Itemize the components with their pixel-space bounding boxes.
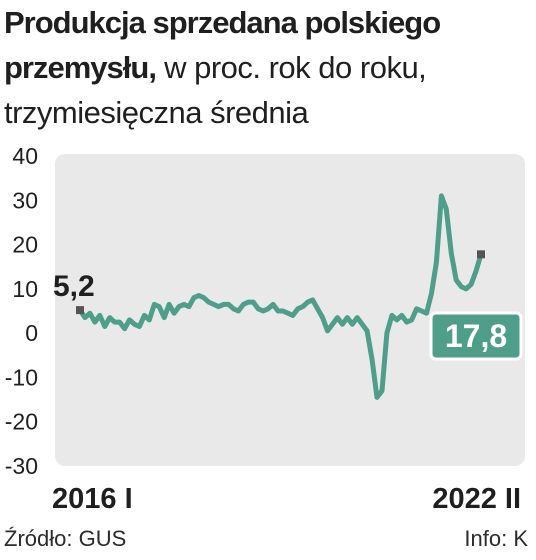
start-marker — [76, 306, 84, 315]
end-marker — [477, 250, 485, 259]
plot-background — [55, 154, 525, 466]
x-end-label: 2022 II — [432, 483, 521, 515]
series-line — [77, 193, 484, 400]
source-note: Źródło: GUS — [4, 526, 127, 551]
line-chart: -30 -20 -10 0 10 20 30 40 5,2 17,8 2016 I 2022 … — [5, 143, 525, 515]
y-tick-label: -20 — [5, 409, 38, 435]
y-tick-label: 40 — [12, 143, 38, 169]
credit-note: Info: K — [464, 526, 528, 551]
title-light-2: trzymiesięczna średnia — [4, 95, 309, 130]
end-value-label: 17,8 — [445, 318, 507, 354]
start-value-label: 5,2 — [53, 270, 95, 303]
y-tick-label: 0 — [25, 320, 38, 346]
title-light-1: w proc. rok do roku, — [164, 50, 427, 85]
title-bold: Produkcja sprzedana polskiego przemysłu, — [4, 5, 441, 85]
y-tick-label: 30 — [12, 187, 38, 213]
y-tick-label: -10 — [5, 364, 38, 390]
end-value-badge — [429, 311, 523, 361]
y-axis-ticks: -30 -20 -10 0 10 20 30 40 — [5, 143, 38, 479]
y-tick-label: -30 — [5, 453, 38, 479]
y-tick-label: 10 — [12, 276, 38, 302]
y-tick-label: 20 — [12, 232, 38, 258]
x-start-label: 2016 I — [52, 483, 133, 515]
chart-title: Produkcja sprzedana polskiego przemysłu,… — [4, 0, 532, 135]
